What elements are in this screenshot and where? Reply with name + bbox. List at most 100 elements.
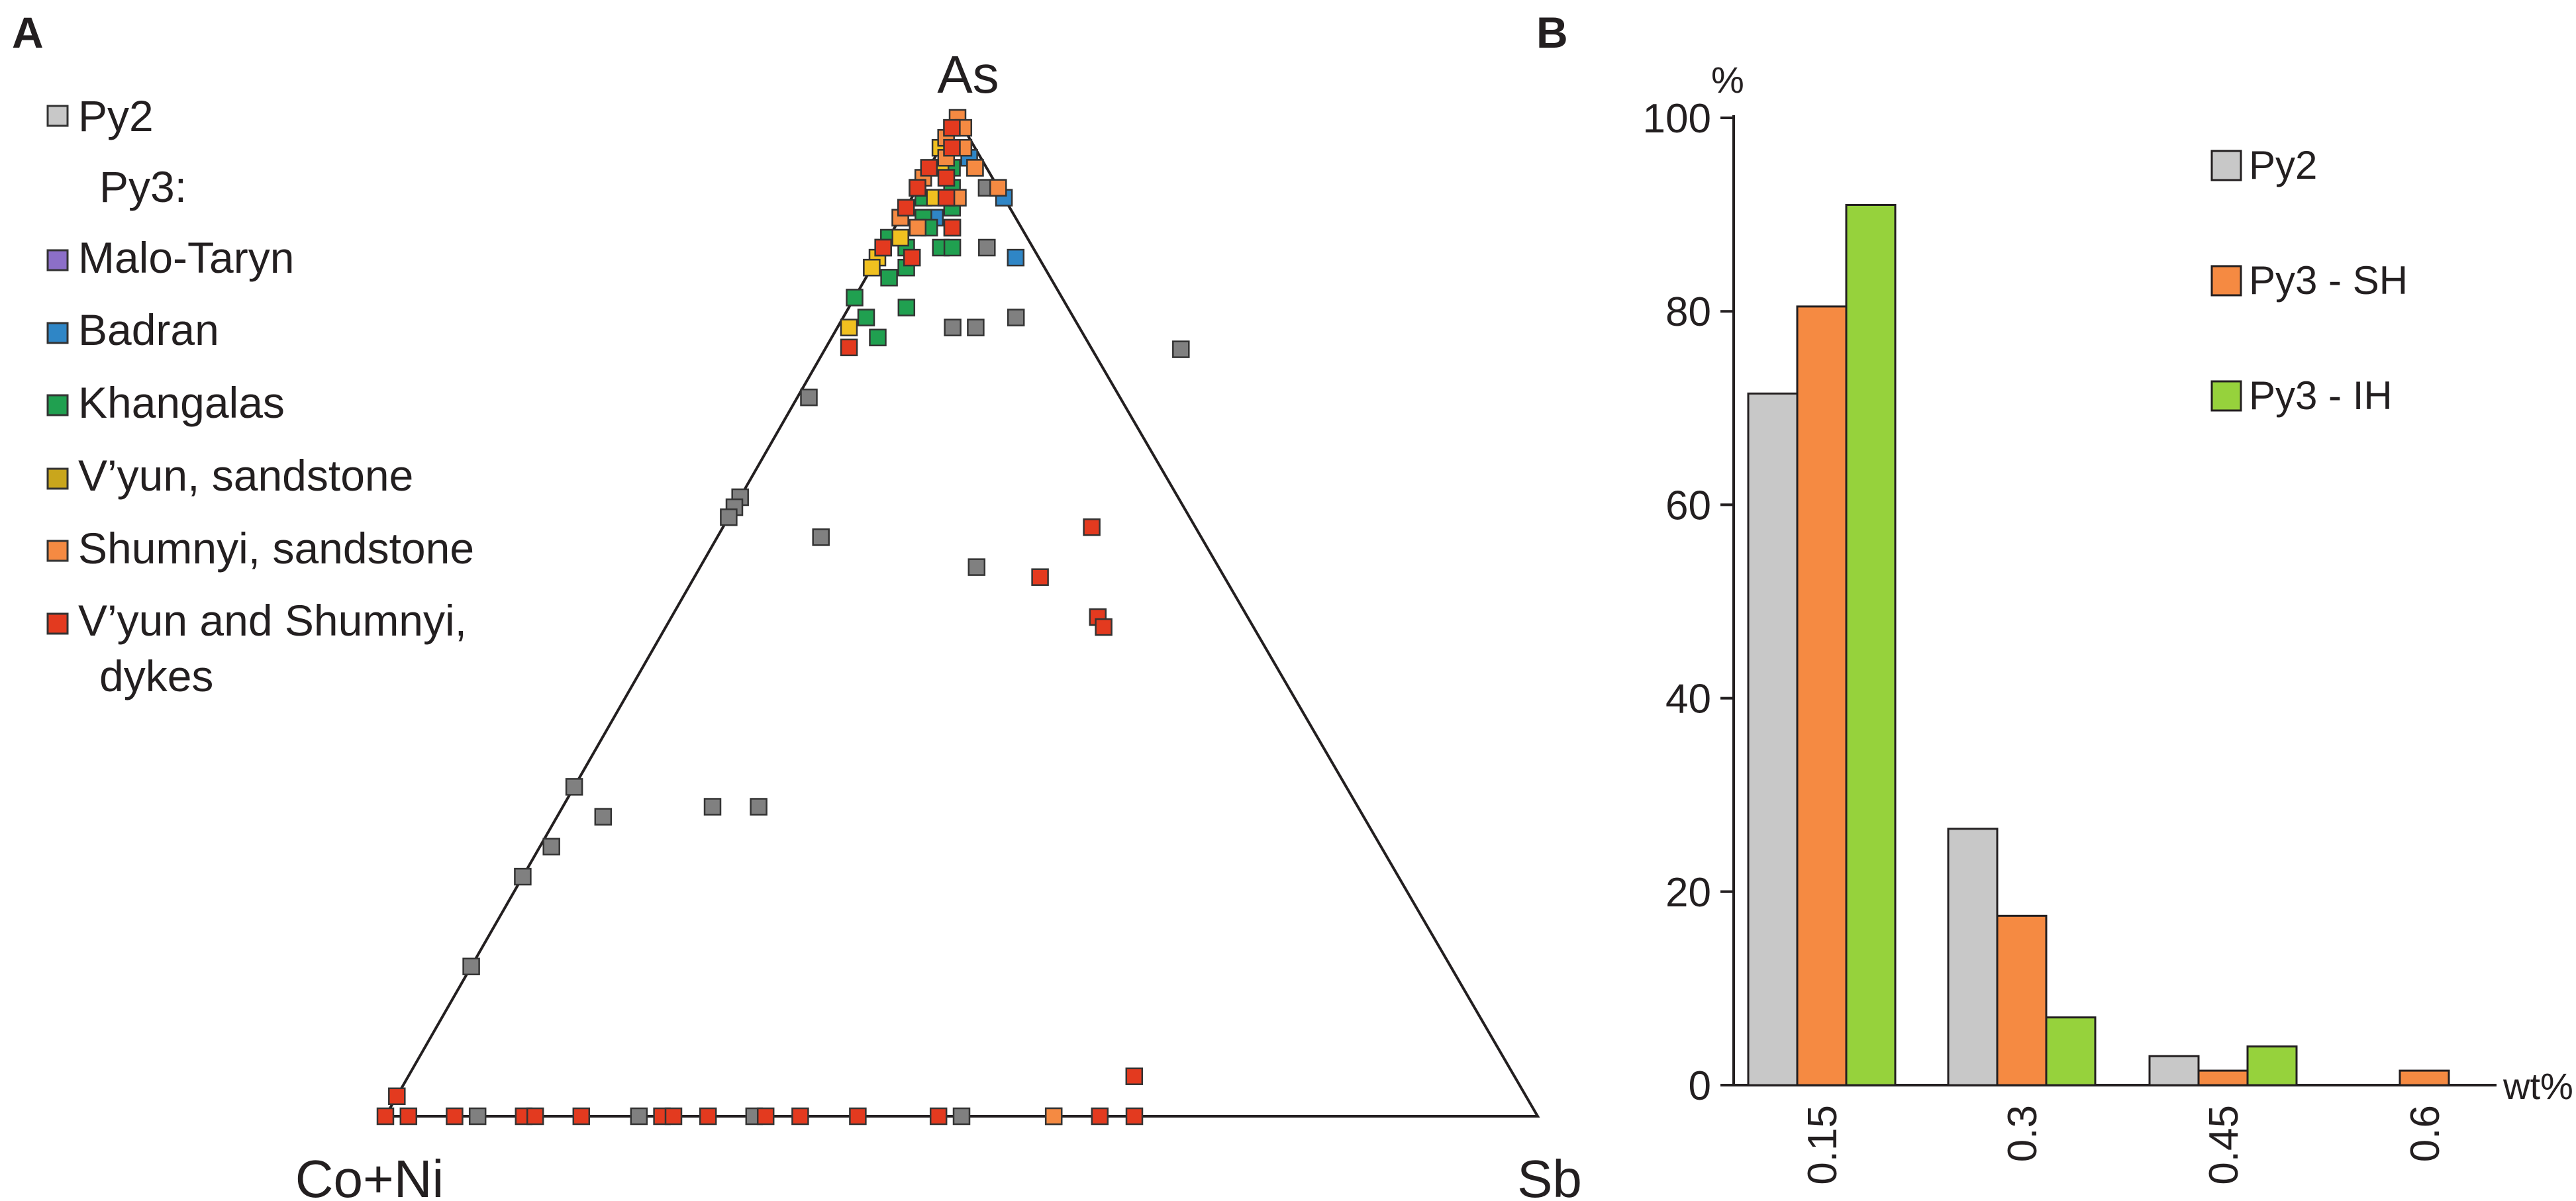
legend-marker-py2 (46, 105, 69, 127)
ternary-point-py2-9 (720, 508, 738, 526)
bar-legend-label-py3-ih: Py3 - IH (2249, 373, 2393, 418)
bar-sh-0.6 (2399, 1069, 2450, 1086)
ternary-point-dykes-3 (937, 169, 956, 187)
ternary-point-py2-14 (542, 838, 560, 856)
bar-panel: B % wt% Py2 Py3 - SH Py3 - IH 0 20 40 60 80 1… (1536, 8, 2573, 1185)
bar-sh-0.15 (1796, 305, 1848, 1086)
x-tick-label-0.45: 0.45 (2201, 1105, 2247, 1185)
legend-label-py3-header: Py3: (99, 162, 187, 211)
bar-legend-marker-py2 (2210, 150, 2242, 181)
ternary-point-py2-20 (630, 1107, 648, 1126)
ternary-point-py2-3 (1172, 340, 1190, 358)
x-tick-label-0.15: 0.15 (1800, 1105, 1846, 1185)
ternary-point-dykes-10 (840, 338, 858, 357)
bar-legend-label-py2: Py2 (2249, 143, 2317, 187)
ternary-point-khangalas-15 (857, 309, 875, 326)
bar-ih-0.15 (1845, 204, 1897, 1086)
ternary-point-dykes-27 (791, 1107, 809, 1126)
ternary-point-dykes-30 (1091, 1107, 1109, 1126)
bar-ih-0.45 (2246, 1045, 2298, 1086)
ternary-point-dykes-15 (1125, 1067, 1144, 1085)
ternary-point-py2-4 (1007, 309, 1025, 326)
legend-label-dykes-line2: dykes (99, 651, 213, 700)
bar-legend-label-py3-sh: Py3 - SH (2249, 258, 2408, 303)
ternary-point-khangalas-12 (880, 269, 898, 287)
ternary-point-dykes-26 (756, 1107, 775, 1126)
legend-label-malo-taryn: Malo-Taryn (78, 233, 294, 282)
ternary-point-py2-22 (952, 1107, 971, 1126)
legend-marker-badran (46, 322, 69, 344)
ternary-point-py2-11 (967, 558, 986, 576)
bar-sh-0.45 (2197, 1069, 2249, 1086)
ternary-point-badran-4 (1007, 248, 1025, 267)
ternary-point-dykes-31 (1125, 1107, 1144, 1126)
legend-label-shumnyi-sandstone: Shumnyi, sandstone (78, 524, 474, 573)
bar-ih-0.3 (2045, 1016, 2097, 1086)
ternary-point-vyun-5 (891, 228, 909, 247)
ternary-point-py2-2 (944, 318, 962, 336)
x-tick-label-0.3: 0.3 (2000, 1105, 2046, 1162)
ternary-points (376, 109, 1190, 1126)
vertex-label-sb: Sb (1517, 1149, 1582, 1201)
y-tick-label-0: 0 (1689, 1063, 1711, 1109)
ternary-point-khangalas-14 (897, 299, 916, 316)
ternary-point-dykes-8 (874, 238, 892, 257)
y-tick-label-20: 20 (1665, 870, 1711, 916)
ternary-legend: Py2 Py3: Malo-Taryn Badran Khangalas V’y… (46, 91, 474, 700)
ternary-point-dykes-5 (937, 189, 956, 207)
ternary-point-khangalas-17 (943, 238, 962, 257)
ternary-point-py2-18 (750, 798, 768, 816)
ternary-point-shumnyi-12 (1044, 1107, 1063, 1126)
ternary-point-dykes-0 (943, 119, 961, 137)
ternary-point-vyun-8 (840, 318, 858, 336)
bar-legend-marker-py3-ih (2210, 380, 2242, 412)
panel-b-letter: B (1536, 8, 1568, 57)
ternary-point-py2-15 (514, 867, 532, 886)
ternary-point-shumnyi-6 (989, 179, 1007, 197)
ternary-point-py2-19 (468, 1107, 487, 1126)
ternary-point-shumnyi-9 (909, 218, 927, 237)
ternary-point-py2-5 (967, 318, 985, 336)
bar-plot-area: 0 20 40 60 80 100 0.15 0.3 0.45 0.6 (1643, 96, 2497, 1185)
legend-label-vyun-sandstone: V’yun, sandstone (78, 451, 413, 500)
y-tick-label-80: 80 (1665, 289, 1711, 335)
vertex-label-as: As (937, 45, 999, 104)
legend-marker-khangalas (46, 394, 69, 416)
ternary-point-dykes-7 (943, 218, 962, 237)
ternary-point-dykes-2 (920, 159, 938, 177)
ternary-point-dykes-24 (664, 1107, 683, 1126)
ternary-point-vyun-7 (863, 258, 881, 277)
vertex-label-co-ni: Co+Ni (295, 1149, 444, 1201)
ternary-point-dykes-18 (399, 1107, 418, 1126)
panel-a-letter: A (12, 8, 44, 57)
ternary-point-dykes-29 (929, 1107, 948, 1126)
ternary-point-py2-12 (565, 778, 583, 796)
legend-label-dykes: V’yun and Shumnyi, (78, 596, 467, 645)
ternary-point-py2-16 (462, 957, 480, 976)
ternary-point-dykes-12 (1031, 568, 1049, 586)
ternary-point-py2-17 (703, 798, 722, 816)
ternary-point-dykes-14 (1095, 618, 1113, 636)
ternary-point-py2-6 (800, 388, 818, 407)
legend-marker-shumnyi-sandstone (46, 540, 69, 562)
bar-legend: Py2 Py3 - SH Py3 - IH (2210, 143, 2408, 418)
ternary-point-dykes-19 (446, 1107, 464, 1126)
y-axis-unit: % (1711, 59, 1744, 101)
ternary-point-dykes-6 (897, 199, 915, 216)
ternary-point-khangalas-16 (869, 328, 887, 347)
ternary-panel: A Py2 Py3: Malo-Taryn Badran Khangalas V… (12, 8, 1582, 1201)
ternary-point-shumnyi-5 (966, 159, 984, 177)
ternary-point-py2-13 (594, 808, 613, 826)
bar-legend-marker-py3-sh (2210, 265, 2242, 297)
y-tick-label-100: 100 (1643, 96, 1711, 142)
ternary-point-dykes-4 (909, 179, 926, 197)
x-axis-unit: wt% (2502, 1065, 2573, 1107)
bar-sh-0.3 (1996, 914, 2048, 1086)
ternary-triangle (383, 115, 1540, 1118)
bar-py2-0.45 (2148, 1055, 2200, 1086)
ternary-point-dykes-22 (572, 1107, 591, 1126)
legend-label-badran: Badran (78, 305, 219, 354)
ternary-point-dykes-11 (1083, 518, 1101, 536)
ternary-point-dykes-1 (943, 138, 961, 157)
